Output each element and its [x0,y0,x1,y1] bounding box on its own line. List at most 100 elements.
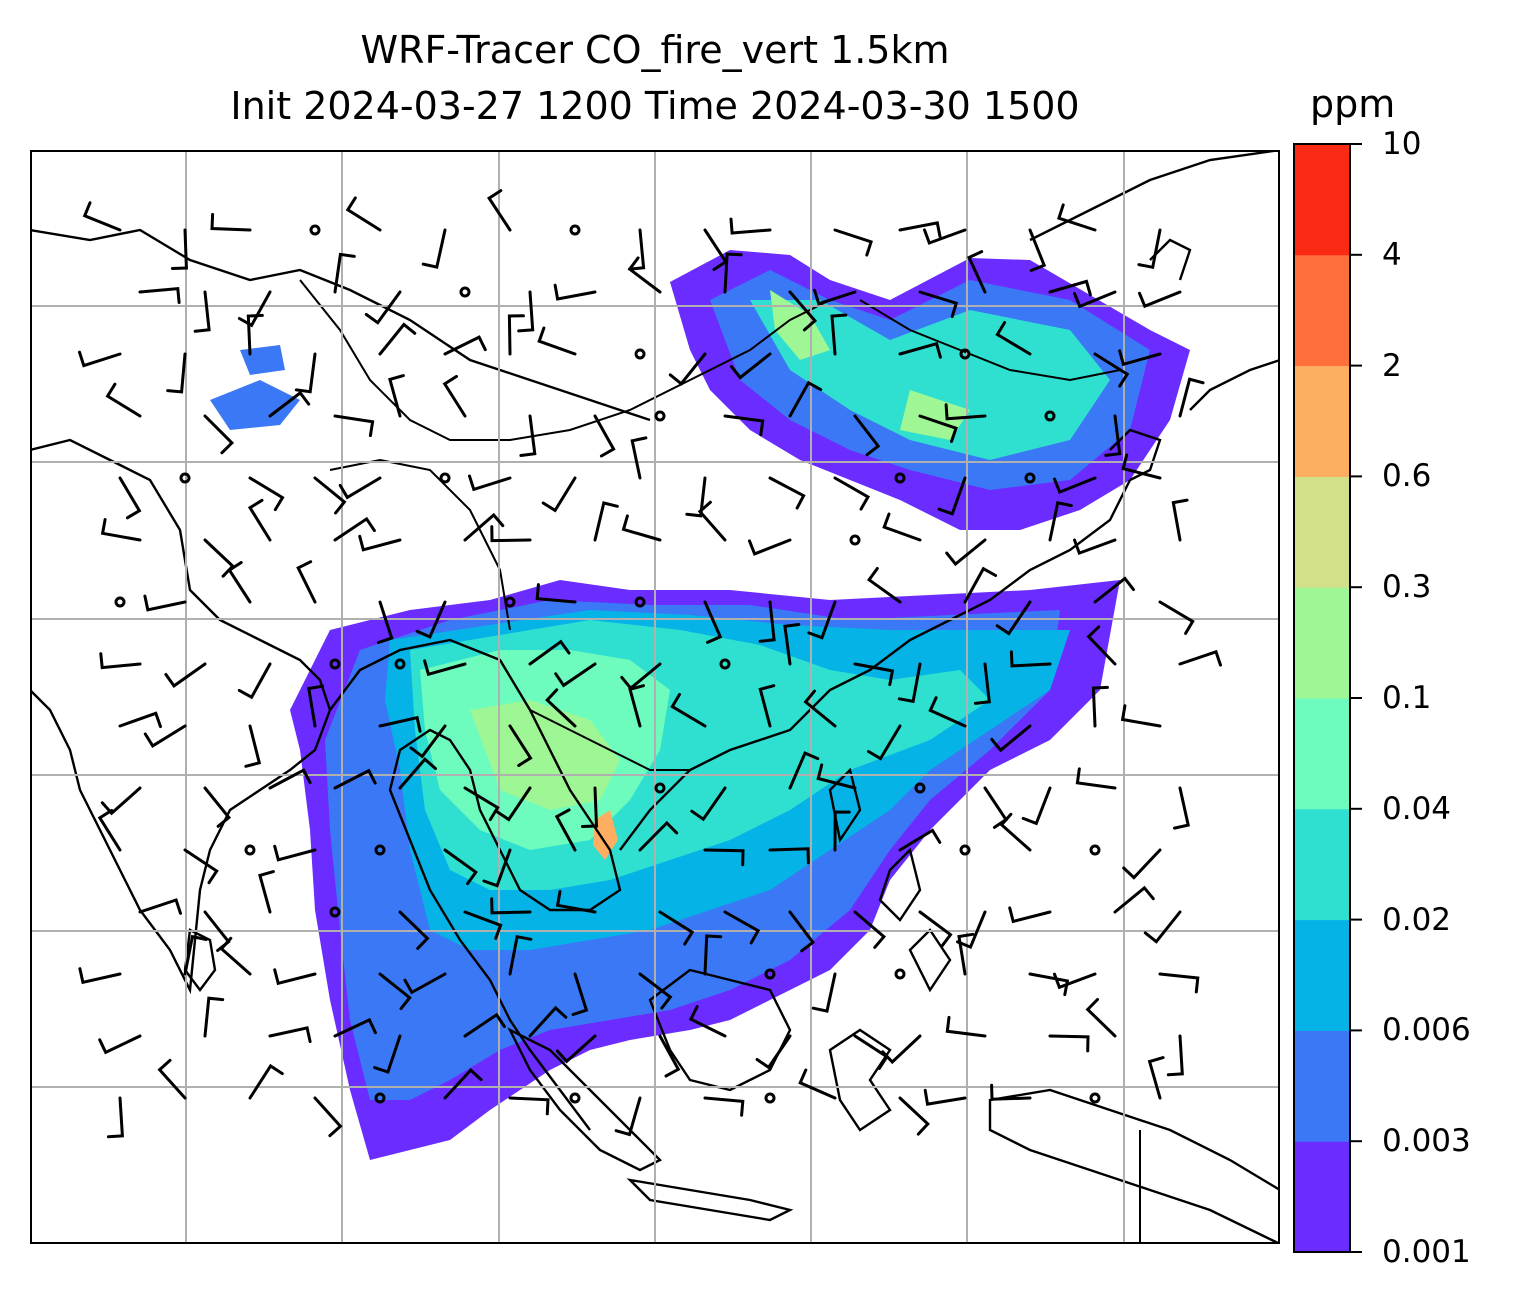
wind-barb [537,326,577,356]
wind-barb [313,476,347,515]
wind-barb [995,321,1032,356]
wind-barb [227,561,252,604]
wind-barb [1122,848,1162,880]
wind-barb [882,512,922,542]
wind-barb [830,313,848,356]
wind-barb [1093,352,1130,388]
wind-barb [203,996,225,1038]
wind-barb [788,751,820,790]
wind-barb [442,374,467,418]
wind-barb [918,414,958,443]
wind-barb [1073,290,1117,309]
wind-barb [881,1034,922,1065]
calm-wind-circle [894,472,906,484]
calm-wind-circle [959,348,971,360]
wind-barb [807,600,837,640]
wind-barbs [78,189,1222,1139]
wind-barb [1091,685,1109,728]
wind-barb [833,228,873,257]
wind-barb [157,1058,187,1100]
wind-barb [758,600,776,643]
wind-barb [729,217,772,235]
wind-barb [398,910,430,950]
wind-barb [1104,414,1122,457]
wind-barb [333,516,376,542]
colorbar-tick-label: 0.003 [1382,1123,1471,1160]
wind-barb [945,1015,987,1038]
wind-barb [788,910,815,953]
calm-wind-circle [959,844,971,856]
wind-barb [78,967,122,985]
colorbar-band [1294,365,1350,477]
wind-barb [443,848,478,886]
wind-barb [535,583,577,604]
wind-barb [1137,228,1162,270]
wind-barb [415,600,447,639]
wind-barb [688,1005,727,1038]
wind-barb [898,221,942,239]
wind-barb [945,538,987,567]
wind-barb [443,1067,483,1100]
wind-barb [97,808,122,852]
wind-barb [495,786,532,822]
wind-barb [100,518,142,542]
wind-barb [555,1034,597,1064]
wind-barb [166,352,187,394]
wind-barb [517,290,535,333]
calm-wind-circle [114,596,126,608]
main-plume-hotspot [593,810,618,860]
wind-barb [463,1012,506,1038]
wind-barb [143,724,187,748]
wind-barb [658,1034,681,1078]
wind-barb [345,196,382,232]
calm-wind-circle [329,658,341,670]
wind-barb [273,844,317,862]
wind-barb [273,968,317,986]
wind-barb [1166,1034,1184,1077]
wind-barb [816,763,857,790]
wind-barb [333,768,377,790]
wind-barb [621,514,662,542]
wind-barb [956,910,987,950]
wind-barb [554,808,577,852]
calm-wind-circle [179,472,191,484]
wind-barb [118,711,162,729]
calm-wind-circle [1089,1092,1101,1104]
colorbar-ticks [1350,143,1362,1253]
wind-barb [203,414,235,455]
wind-barb [1028,228,1047,272]
wind-barb [1143,910,1182,944]
wind-barb [1053,972,1097,990]
wind-barb [203,538,235,578]
wind-barb [627,256,662,294]
colorbar-tick-label: 0.001 [1382,1234,1471,1270]
wind-barb [638,820,679,852]
wind-barb [248,1063,284,1100]
wind-barb [723,910,761,945]
wind-barb [237,662,272,700]
wind-barb [507,314,525,356]
wind-barb [248,476,285,512]
wind-barb [237,290,272,328]
wind-barb [378,972,412,1011]
wind-barb [670,693,707,728]
country-borders [299,279,1141,1244]
wind-barb [1147,1056,1165,1100]
colorbar-bands [1294,144,1350,1253]
wind-barb [170,228,188,270]
map-frame [30,150,1280,1244]
wind-barb [482,848,512,888]
calm-wind-circle [244,844,256,856]
wind-barb [923,1088,967,1106]
wind-barb [463,910,503,940]
wind-barb [508,724,533,767]
wind-barb [853,910,887,949]
wind-barb [1073,538,1117,556]
wind-barb [244,724,262,768]
wind-barb [378,322,417,356]
wind-barb [1158,600,1195,635]
wind-barb [867,724,902,761]
calm-wind-circle [569,1092,581,1104]
wind-barb [788,380,823,418]
wind-barb [487,189,512,232]
